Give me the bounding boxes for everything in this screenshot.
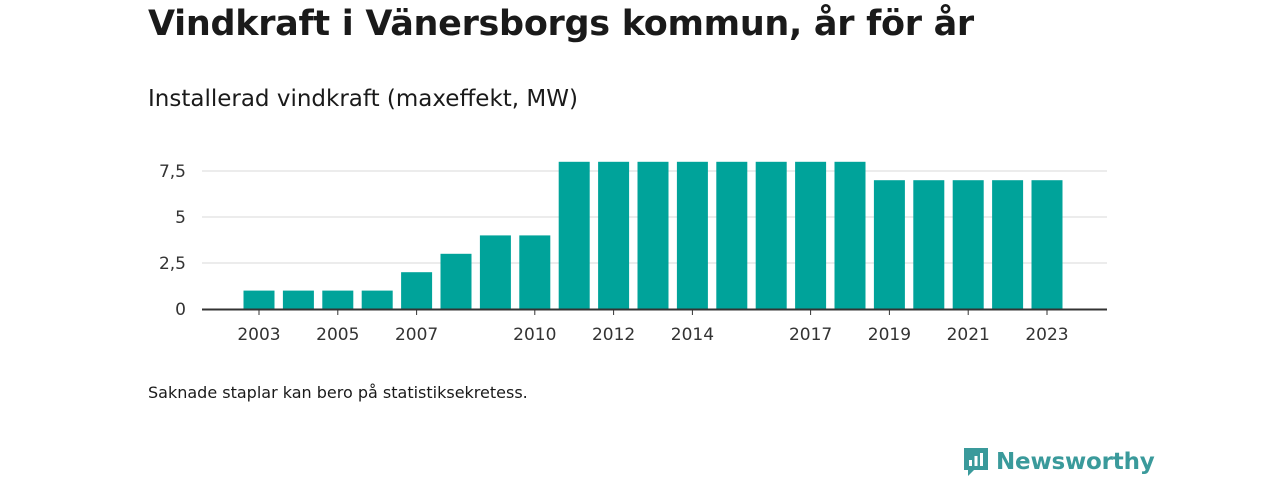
bar [676,161,708,309]
y-tick-label: 0 [175,300,186,320]
y-tick-label: 2,5 [159,254,186,274]
newsworthy-logo-icon [964,448,988,476]
bar [243,290,275,309]
bar [716,161,748,309]
x-tick-label: 2021 [947,325,990,345]
bar [282,290,314,309]
bar [1031,180,1063,309]
bar [795,161,827,309]
bar [637,161,669,309]
bar [952,180,984,309]
bar [322,290,354,309]
brand-logo: Newsworthy [962,446,1155,478]
x-tick-label: 2003 [237,325,280,345]
x-tick-label: 2023 [1025,325,1068,345]
bar [440,253,472,309]
bar [834,161,866,309]
bar [519,235,551,309]
bar [361,290,393,309]
bar [913,180,945,309]
bar-chart: 0 2,5 5 7,5 2003 2005 2007 2010 2012 2014 2017 2019… [159,161,1107,345]
x-tick-label: 2010 [513,325,556,345]
bar [558,161,590,309]
bar [873,180,905,309]
footnote: Saknade staplar kan bero på statistiksek… [148,383,528,402]
bar [479,235,511,309]
bar [598,161,630,309]
chart-title: Vindkraft i Vänersborgs kommun, år för å… [148,4,974,44]
y-tick-label: 5 [175,208,186,228]
x-tick-label: 2007 [395,325,438,345]
x-tick-label: 2017 [789,325,832,345]
x-tick-label: 2005 [316,325,359,345]
x-tick-label: 2012 [592,325,635,345]
y-tick-label: 7,5 [159,162,186,182]
bar [401,272,433,309]
chart-subtitle: Installerad vindkraft (maxeffekt, MW) [148,86,578,112]
x-tick-label: 2014 [671,325,714,345]
x-tick-label: 2019 [868,325,911,345]
bar [755,161,787,309]
brand-name: Newsworthy [996,449,1155,475]
bar [992,180,1024,309]
